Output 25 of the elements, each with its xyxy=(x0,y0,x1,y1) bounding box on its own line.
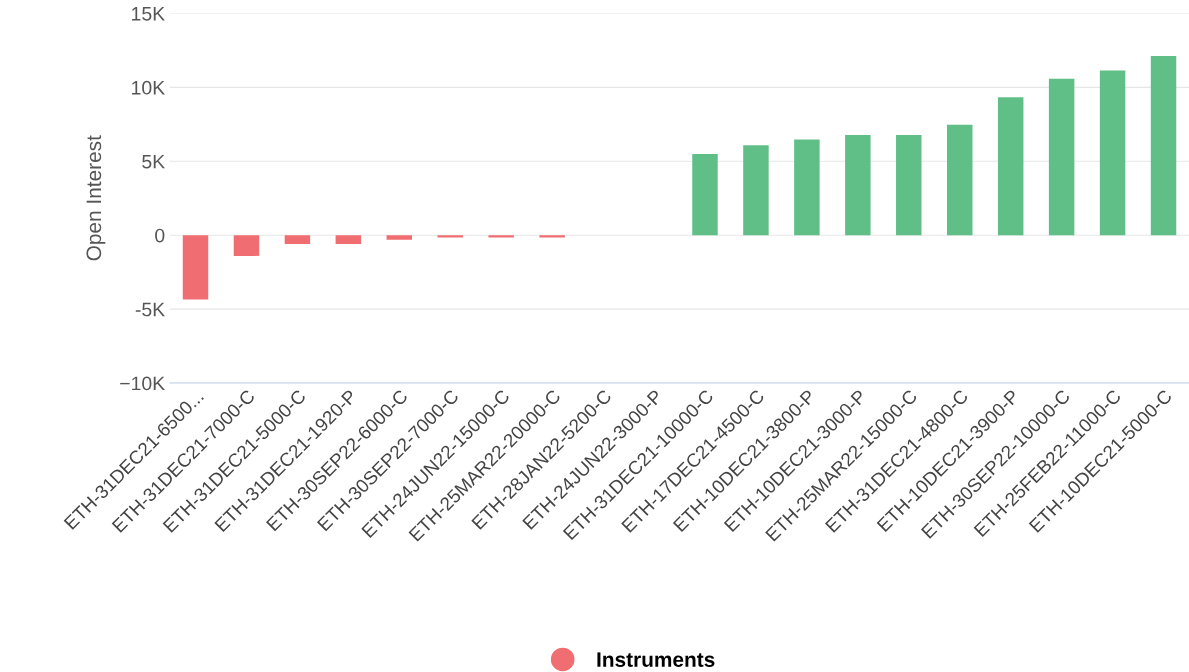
bar xyxy=(233,235,260,256)
y-tick-label: -5K xyxy=(135,302,165,317)
bar xyxy=(1099,70,1126,236)
bar xyxy=(539,235,565,238)
bar xyxy=(1150,56,1177,236)
legend-label: Instruments xyxy=(597,652,715,667)
bar xyxy=(284,235,311,245)
bar xyxy=(692,153,718,236)
bar xyxy=(1048,78,1075,236)
bar xyxy=(997,97,1024,236)
bar xyxy=(946,124,973,236)
y-tick-label: 10K xyxy=(132,80,165,95)
bar xyxy=(386,235,413,240)
bar xyxy=(335,235,362,245)
y-tick-label: 0 xyxy=(155,228,165,243)
y-tick-label: 5K xyxy=(142,154,165,169)
y-tick-label: −10K xyxy=(120,376,165,391)
bar xyxy=(488,235,514,238)
bar xyxy=(743,145,769,236)
bar xyxy=(896,134,922,236)
bar xyxy=(182,235,209,300)
bar xyxy=(845,134,871,236)
y-axis-title: Open Interest xyxy=(86,135,106,261)
bar xyxy=(794,139,820,236)
y-tick-label: 15K xyxy=(132,7,165,21)
